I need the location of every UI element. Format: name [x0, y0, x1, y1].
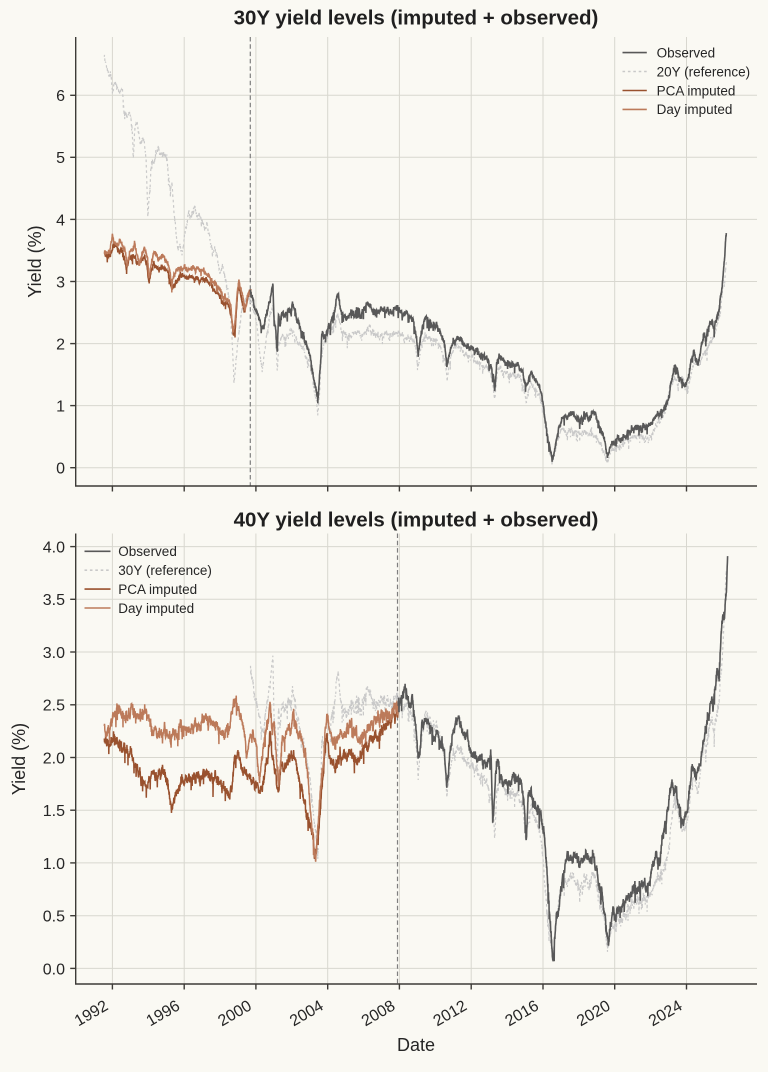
svg-text:2: 2: [56, 337, 65, 354]
svg-text:30Y (reference): 30Y (reference): [118, 563, 212, 578]
svg-text:3.5: 3.5: [43, 592, 65, 609]
svg-text:0.5: 0.5: [43, 909, 65, 926]
svg-text:0: 0: [56, 461, 65, 478]
svg-text:Day imputed: Day imputed: [657, 102, 733, 117]
svg-text:Yield (%): Yield (%): [9, 723, 29, 795]
svg-text:4.0: 4.0: [43, 540, 65, 557]
svg-text:2.5: 2.5: [43, 698, 65, 715]
svg-text:Observed: Observed: [118, 544, 177, 559]
svg-text:3.0: 3.0: [43, 645, 65, 662]
svg-text:3: 3: [56, 274, 65, 291]
svg-text:30Y yield levels (imputed + ob: 30Y yield levels (imputed + observed): [234, 7, 599, 30]
svg-text:0.0: 0.0: [43, 961, 65, 978]
svg-text:PCA imputed: PCA imputed: [657, 83, 736, 98]
svg-text:6: 6: [56, 88, 65, 105]
svg-text:PCA imputed: PCA imputed: [118, 582, 197, 597]
svg-text:1.5: 1.5: [43, 803, 65, 820]
svg-text:4: 4: [56, 212, 65, 229]
svg-text:Date: Date: [397, 1035, 435, 1055]
svg-text:1: 1: [56, 399, 65, 416]
svg-text:20Y (reference): 20Y (reference): [657, 64, 751, 79]
svg-text:Day imputed: Day imputed: [118, 601, 194, 616]
svg-text:Observed: Observed: [657, 45, 716, 60]
svg-text:1.0: 1.0: [43, 856, 65, 873]
svg-text:2.0: 2.0: [43, 750, 65, 767]
svg-text:5: 5: [56, 150, 65, 167]
svg-text:40Y yield levels (imputed + ob: 40Y yield levels (imputed + observed): [234, 509, 599, 532]
svg-text:Yield (%): Yield (%): [25, 225, 45, 297]
